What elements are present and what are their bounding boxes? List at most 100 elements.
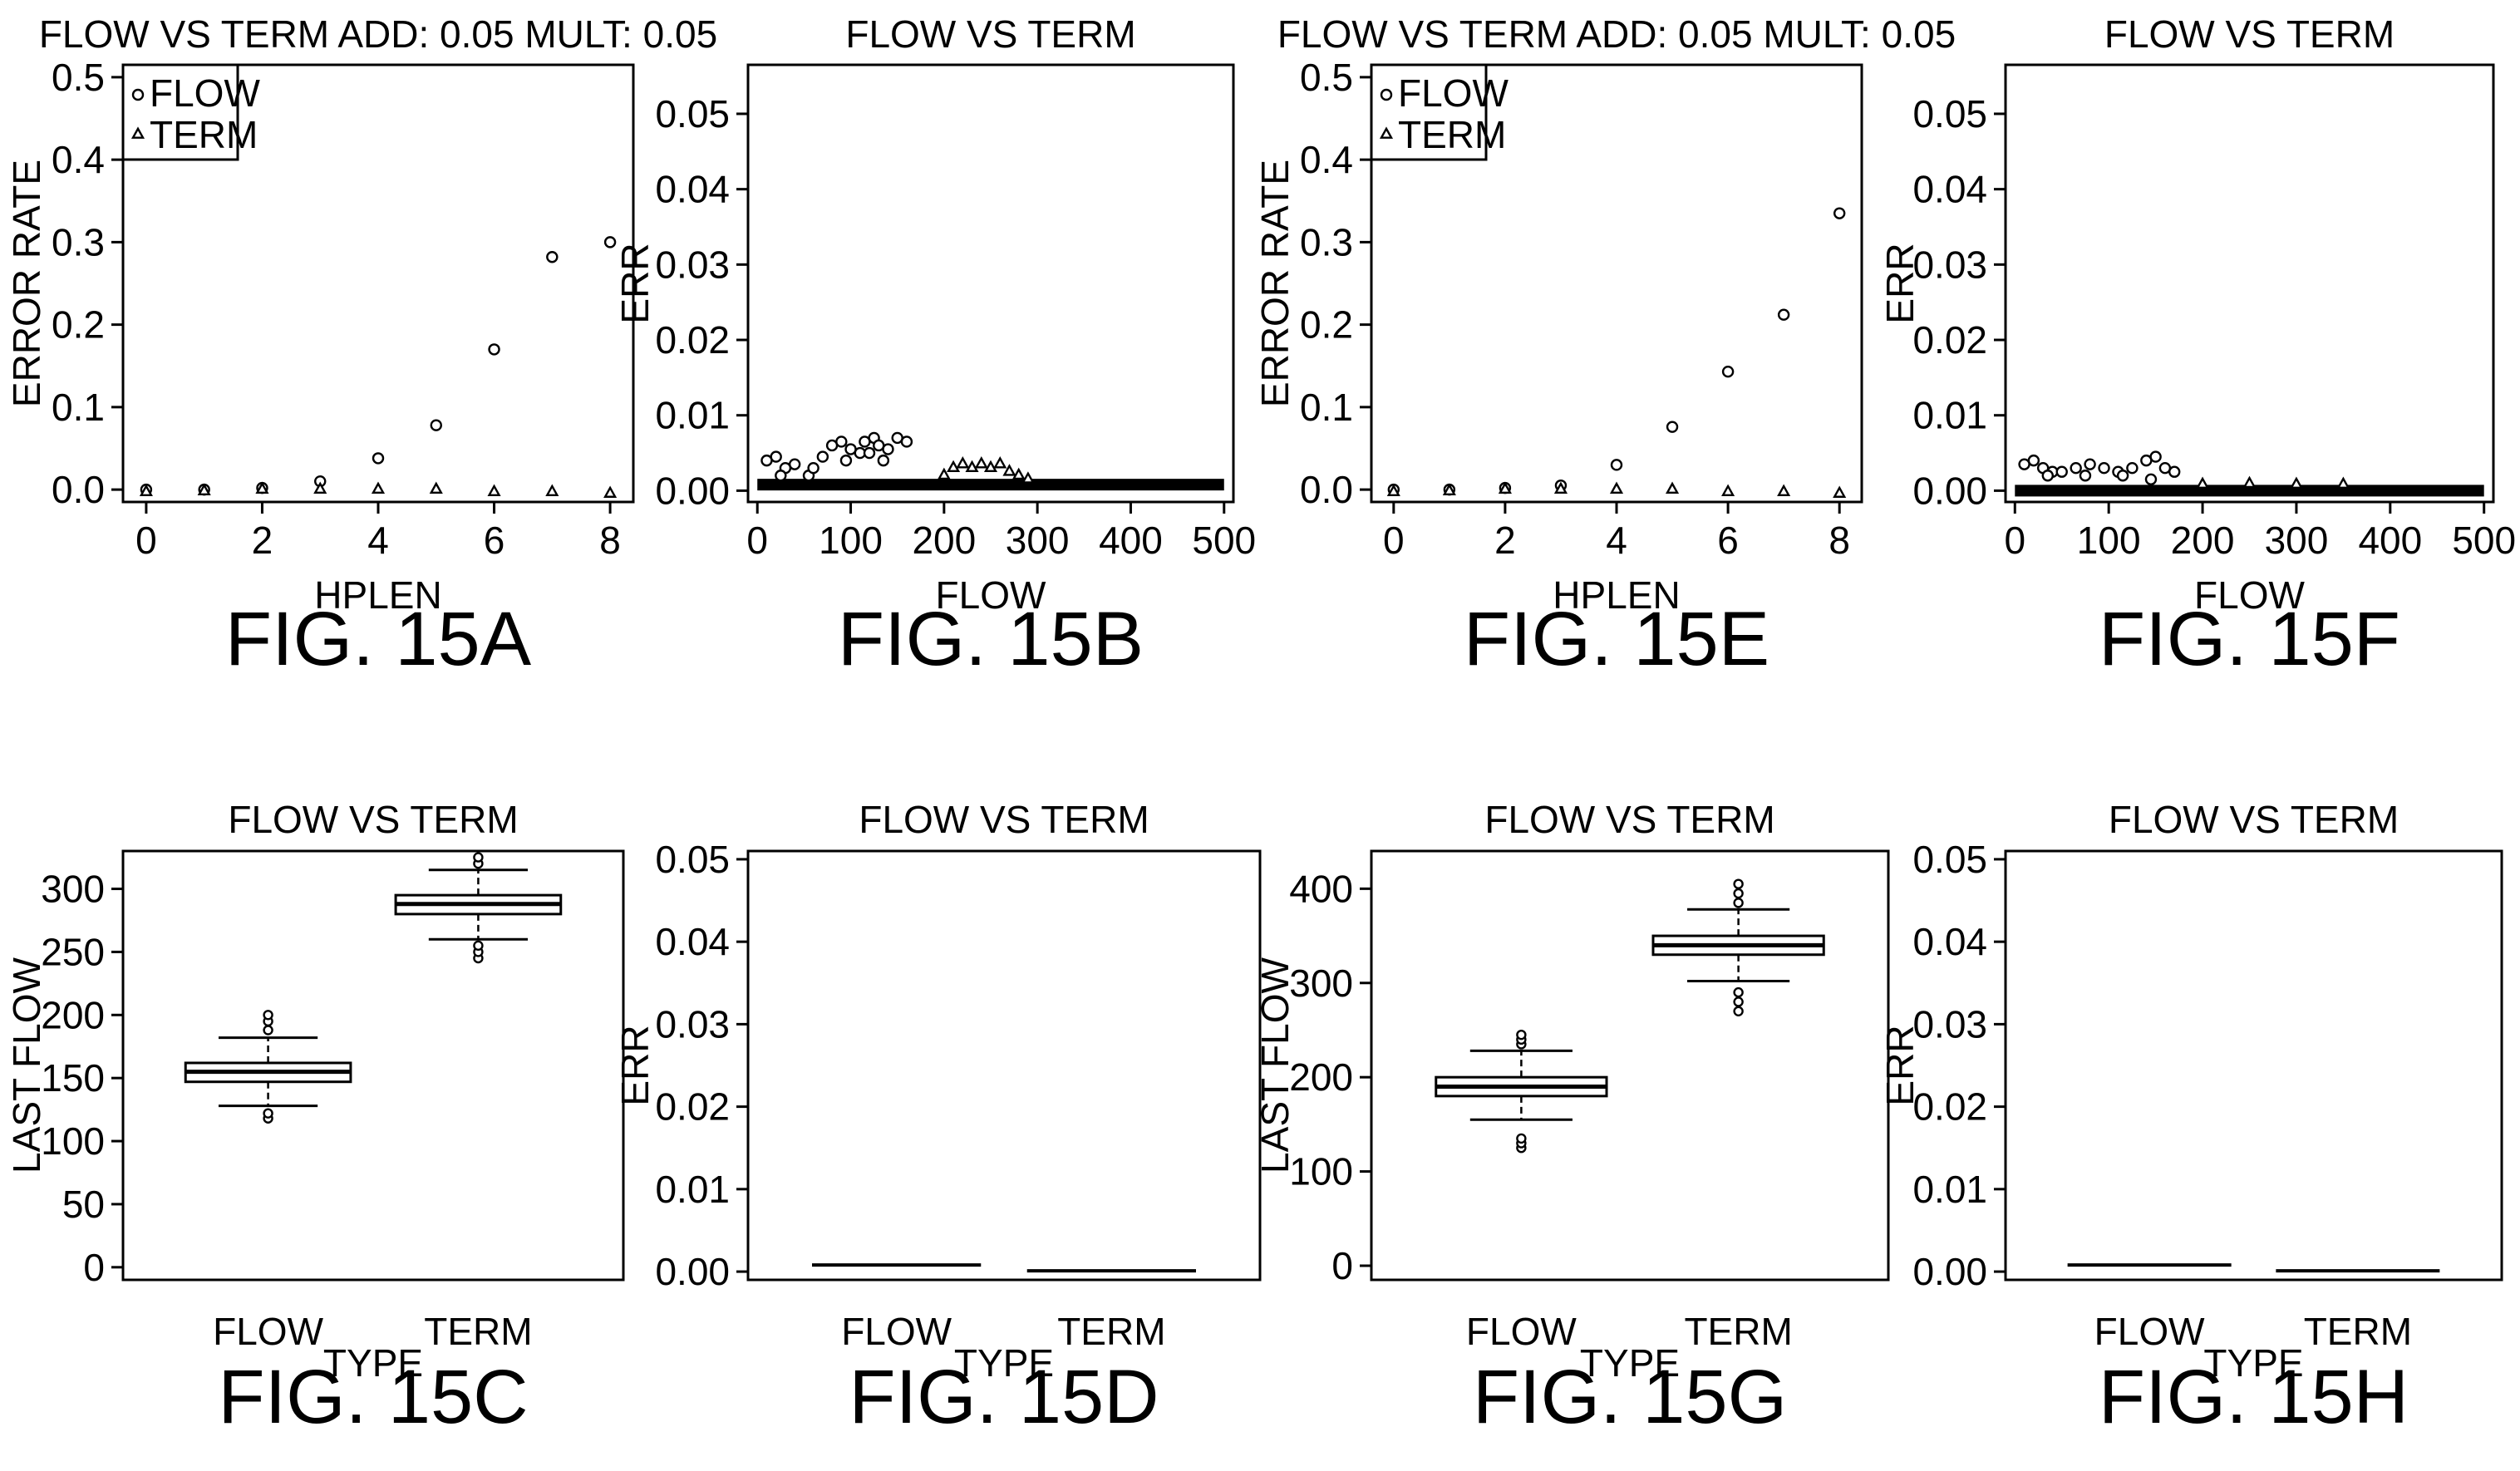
panel-fig-15b: FLOW VS TERM 0.00 0.01 0.02 0.03 0.04 0.05 ERR 0…: [613, 12, 1256, 681]
figure-caption: FIG. 15F: [2099, 597, 2400, 681]
x-tick-label: 300: [2265, 519, 2329, 562]
point-series1: [965, 460, 979, 473]
y-axis-label: LAST FLOW: [1253, 957, 1297, 1173]
point-flow: [1666, 421, 1679, 433]
chart-title: FLOW VS TERM ADD: 0.05 MULT: 0.05: [39, 12, 717, 56]
point-series0: [882, 443, 894, 455]
legend-marker-flow: [131, 88, 145, 101]
x-tick-label: 100: [2077, 519, 2141, 562]
y-tick-label: 0.04: [655, 168, 730, 211]
plot-frame: [746, 63, 1235, 504]
point-term: [429, 481, 443, 494]
category-label: FLOW: [841, 1310, 952, 1353]
y-tick-label: 0.5: [52, 56, 105, 99]
outlier-point: [263, 1025, 273, 1036]
y-tick-label: 0.1: [52, 386, 105, 429]
category-label: FLOW: [2094, 1310, 2205, 1353]
point-series0: [2055, 465, 2068, 478]
x-tick-label: 6: [484, 519, 505, 562]
y-tick-label: 0.05: [655, 838, 730, 881]
chart-title: FLOW VS TERM ADD: 0.05 MULT: 0.05: [1277, 12, 1956, 56]
y-tick-label: 0.02: [1912, 1085, 1987, 1129]
y-axis-label: LAST FLOW: [5, 957, 48, 1173]
y-tick-label: 0.03: [1912, 243, 1987, 286]
x-tick-label: 4: [1606, 519, 1627, 562]
point-series1: [2336, 476, 2350, 490]
y-tick-label: 0.03: [1912, 1002, 1987, 1045]
y-tick-label: 100: [1289, 1150, 1353, 1193]
point-series0: [2168, 465, 2181, 478]
figure-caption: FIG. 15B: [838, 597, 1144, 681]
category-label: TERM: [1684, 1310, 1792, 1353]
outlier-point: [1516, 1029, 1527, 1041]
figure-caption: FIG. 15E: [1464, 597, 1769, 681]
legend-label-flow: FLOW: [150, 71, 260, 115]
chart-title: FLOW VS TERM: [2104, 12, 2394, 56]
point-term: [1386, 484, 1400, 496]
x-axis-label: FLOW: [936, 573, 1046, 617]
y-tick-label: 0.05: [1912, 92, 1987, 135]
y-axis-label: ERR: [613, 1025, 657, 1105]
point-series1: [1011, 467, 1026, 480]
point-series1: [974, 456, 988, 469]
y-tick-label: 0.05: [655, 92, 730, 135]
point-series1: [2196, 476, 2210, 490]
x-tick-label: 2: [1494, 519, 1516, 562]
x-tick-label: 500: [2452, 519, 2516, 562]
y-tick-label: 0.04: [1912, 168, 1987, 211]
x-axis-label: HPLEN: [314, 573, 441, 617]
chart-title: FLOW VS TERM: [228, 798, 518, 841]
plot-frame: [2004, 849, 2503, 1282]
y-tick-label: 0.03: [655, 1002, 730, 1045]
point-series0: [816, 450, 829, 463]
y-tick-label: 250: [41, 930, 105, 973]
y-tick-label: 200: [41, 993, 105, 1036]
outlier-point: [1516, 1133, 1527, 1144]
legend-label-term: TERM: [1398, 113, 1506, 156]
x-tick-label: 2: [252, 519, 273, 562]
y-tick-label: 0.01: [1912, 1168, 1987, 1211]
plot-frame: [1370, 849, 1890, 1282]
x-tick-label: 0: [1383, 519, 1405, 562]
y-tick-label: 0.01: [655, 394, 730, 437]
chart-title: FLOW VS TERM: [2109, 798, 2399, 841]
point-flow: [603, 236, 617, 248]
point-series1: [1002, 464, 1016, 476]
point-series1: [956, 456, 970, 469]
x-tick-label: 100: [819, 519, 883, 562]
x-tick-label: 500: [1192, 519, 1256, 562]
outlier-point: [263, 1010, 273, 1021]
legend-label-term: TERM: [150, 113, 258, 156]
outlier-point: [473, 940, 484, 952]
point-series0: [807, 461, 819, 475]
x-tick-label: 6: [1717, 519, 1739, 562]
y-tick-label: 0.00: [1912, 1250, 1987, 1293]
point-term: [1777, 484, 1791, 496]
outlier-point: [1733, 888, 1744, 899]
x-tick-label: 400: [1099, 519, 1163, 562]
plot-frame: [746, 849, 1262, 1282]
point-term: [1721, 484, 1735, 496]
x-tick-label: 4: [367, 519, 389, 562]
point-series0: [863, 446, 876, 460]
category-label: TERM: [424, 1310, 532, 1353]
point-series0: [900, 435, 913, 448]
y-tick-label: 0.02: [655, 1085, 730, 1129]
legend-marker-term: [130, 126, 145, 139]
y-tick-label: 0.0: [52, 468, 105, 511]
y-tick-label: 0.5: [1300, 56, 1353, 99]
y-tick-label: 0.03: [655, 243, 730, 286]
y-tick-label: 400: [1289, 867, 1353, 910]
y-tick-label: 300: [1289, 962, 1353, 1005]
y-tick-label: 0.02: [655, 318, 730, 362]
point-term: [603, 485, 618, 498]
x-tick-label: 0: [135, 519, 157, 562]
category-label: TERM: [1057, 1310, 1165, 1353]
point-series0: [2098, 461, 2110, 475]
dense-points-band: [2015, 485, 2484, 497]
chart-title: FLOW VS TERM: [1484, 798, 1774, 841]
point-term: [255, 481, 269, 494]
category-label: FLOW: [1466, 1310, 1577, 1353]
outlier-point: [473, 852, 484, 863]
point-term: [1833, 485, 1847, 498]
